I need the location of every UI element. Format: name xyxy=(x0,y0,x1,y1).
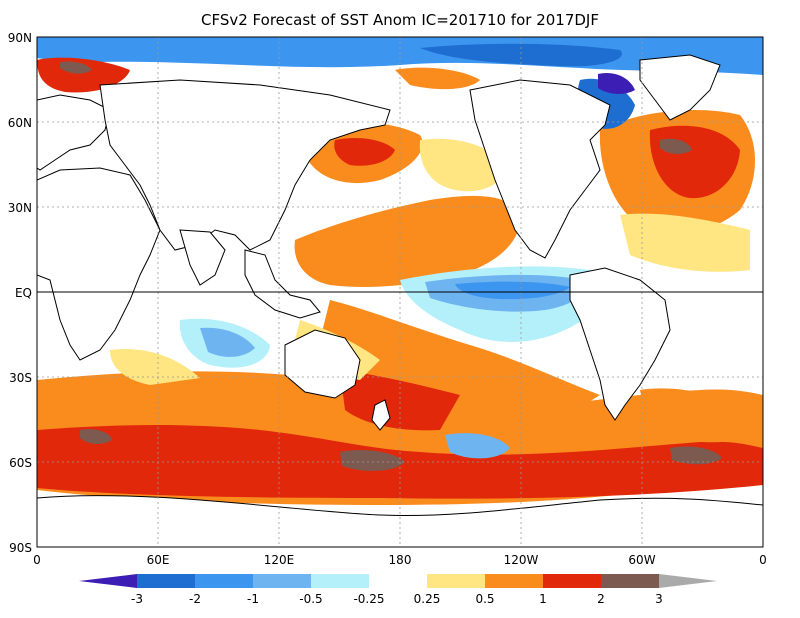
longitude-axis: 0 60E 120E 180 120W 60W 0 xyxy=(33,553,767,567)
colorbar-segment xyxy=(427,574,485,588)
lat-label: 60N xyxy=(8,116,32,130)
map-plot-area xyxy=(37,37,763,547)
land-north-america xyxy=(469,79,611,259)
land-south-america xyxy=(569,267,671,421)
colorbar-arrow-high xyxy=(659,574,717,588)
anomaly-field xyxy=(37,37,763,505)
lat-label: EQ xyxy=(15,286,32,300)
colorbar-label: 0.25 xyxy=(414,592,441,606)
colorbar-segment xyxy=(485,574,543,588)
colorbar-label: 1 xyxy=(539,592,547,606)
anomaly-south-pacific-strong xyxy=(340,370,460,431)
colorbar-arrow-low xyxy=(79,574,137,588)
lon-label: 0 xyxy=(33,553,41,567)
latitude-axis: 90N 60N 30N EQ 30S 60S 90S xyxy=(8,31,32,555)
lat-label: 90S xyxy=(9,541,32,555)
colorbar-segment xyxy=(311,574,369,588)
colorbar-segment xyxy=(137,574,195,588)
colorbar-label: 0.5 xyxy=(475,592,494,606)
anomaly-kuroshio-strong xyxy=(334,138,395,166)
land-antarctica xyxy=(37,495,763,547)
colorbar-segment xyxy=(601,574,659,588)
colorbar-label: 3 xyxy=(655,592,663,606)
anomaly-north-atlantic-peak xyxy=(660,138,692,154)
colorbar-legend: -3 -2 -1 -0.5 -0.25 0.25 0.5 1 2 3 xyxy=(79,574,717,606)
anomaly-southern-ocean-peak-2 xyxy=(670,446,722,465)
colorbar-segment xyxy=(253,574,311,588)
colorbar-label: -2 xyxy=(189,592,201,606)
anomaly-tropical-atlantic-warm xyxy=(620,213,750,272)
anomaly-indian-ocean-moderate xyxy=(200,327,255,357)
land-new-zealand xyxy=(371,399,391,431)
colorbar-segment xyxy=(369,574,427,588)
lon-label: 120W xyxy=(504,553,539,567)
land-india xyxy=(179,229,226,286)
colorbar-label: -3 xyxy=(131,592,143,606)
lon-label: 0 xyxy=(759,553,767,567)
colorbar-segment xyxy=(543,574,601,588)
lon-label: 60E xyxy=(147,553,170,567)
anomaly-drake-cool xyxy=(445,433,510,459)
anomaly-equatorial-pacific-strong xyxy=(455,281,570,300)
land-africa xyxy=(37,167,161,361)
map-frame xyxy=(36,36,764,548)
anomaly-arctic-moderate xyxy=(420,43,622,67)
land-southeast-asia xyxy=(244,249,321,319)
anomaly-baffin-strong xyxy=(598,72,635,94)
lat-label: 90N xyxy=(8,31,32,45)
lat-label: 30S xyxy=(9,371,32,385)
land-asia xyxy=(99,79,391,251)
colorbar-label: 2 xyxy=(597,592,605,606)
anomaly-south-atlantic-warm xyxy=(640,388,740,443)
anomaly-north-pacific-warm xyxy=(294,195,521,287)
continents xyxy=(37,54,763,547)
anomaly-barents-strong xyxy=(60,61,92,74)
colorbar-label: -0.5 xyxy=(299,592,322,606)
colorbar-label: -0.25 xyxy=(353,592,384,606)
anomaly-southern-ocean-peak-1 xyxy=(340,450,405,471)
anomaly-south-indian-warm xyxy=(110,349,200,385)
lon-label: 60W xyxy=(628,553,655,567)
lon-label: 180 xyxy=(389,553,412,567)
lat-label: 60S xyxy=(9,456,32,470)
lat-label: 30N xyxy=(8,201,32,215)
anomaly-chukchi-warm xyxy=(395,67,480,90)
colorbar-label: -1 xyxy=(247,592,259,606)
anomaly-southern-ocean-peak-3 xyxy=(80,429,112,444)
anomaly-gulf-of-alaska-warm xyxy=(419,138,505,192)
land-greenland xyxy=(639,54,721,121)
map-title: CFSv2 Forecast of SST Anom IC=201710 for… xyxy=(201,11,599,29)
colorbar-segment xyxy=(195,574,253,588)
land-australia xyxy=(284,329,361,399)
lon-label: 120E xyxy=(264,553,295,567)
land-europe xyxy=(37,94,111,171)
